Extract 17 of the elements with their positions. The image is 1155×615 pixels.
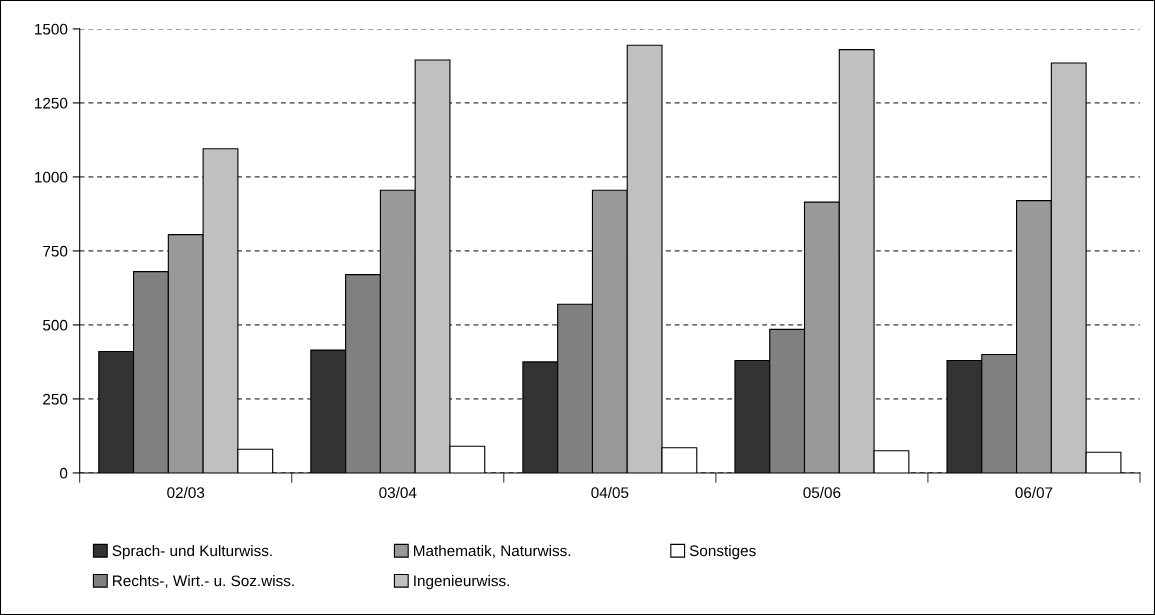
x-tick-label: 04/05 <box>591 486 629 499</box>
legend-label: Sonstiges <box>689 544 756 560</box>
y-tick-label: 1250 <box>35 97 68 109</box>
x-tick-label: 02/03 <box>167 486 205 499</box>
x-tick-label: 05/06 <box>803 486 841 499</box>
legend-label: Mathematik, Naturwiss. <box>414 544 571 558</box>
y-tick-label: 1000 <box>35 171 68 183</box>
y-tick-label: 750 <box>43 245 68 257</box>
y-tick-label: 0 <box>59 467 68 479</box>
legend-label: Ingenieurwiss. <box>414 575 510 590</box>
legend-label: Sprach- und Kulturwiss. <box>112 544 272 560</box>
x-tick-label: 06/07 <box>1015 486 1053 499</box>
y-tick-label: 1500 <box>35 23 68 35</box>
y-tick-label: 500 <box>43 319 68 331</box>
x-tick-label: 03/04 <box>379 486 417 499</box>
y-tick-label: 250 <box>43 393 68 405</box>
legend-label: Rechts-, Wirt.- u. Soz.wiss. <box>113 575 294 589</box>
